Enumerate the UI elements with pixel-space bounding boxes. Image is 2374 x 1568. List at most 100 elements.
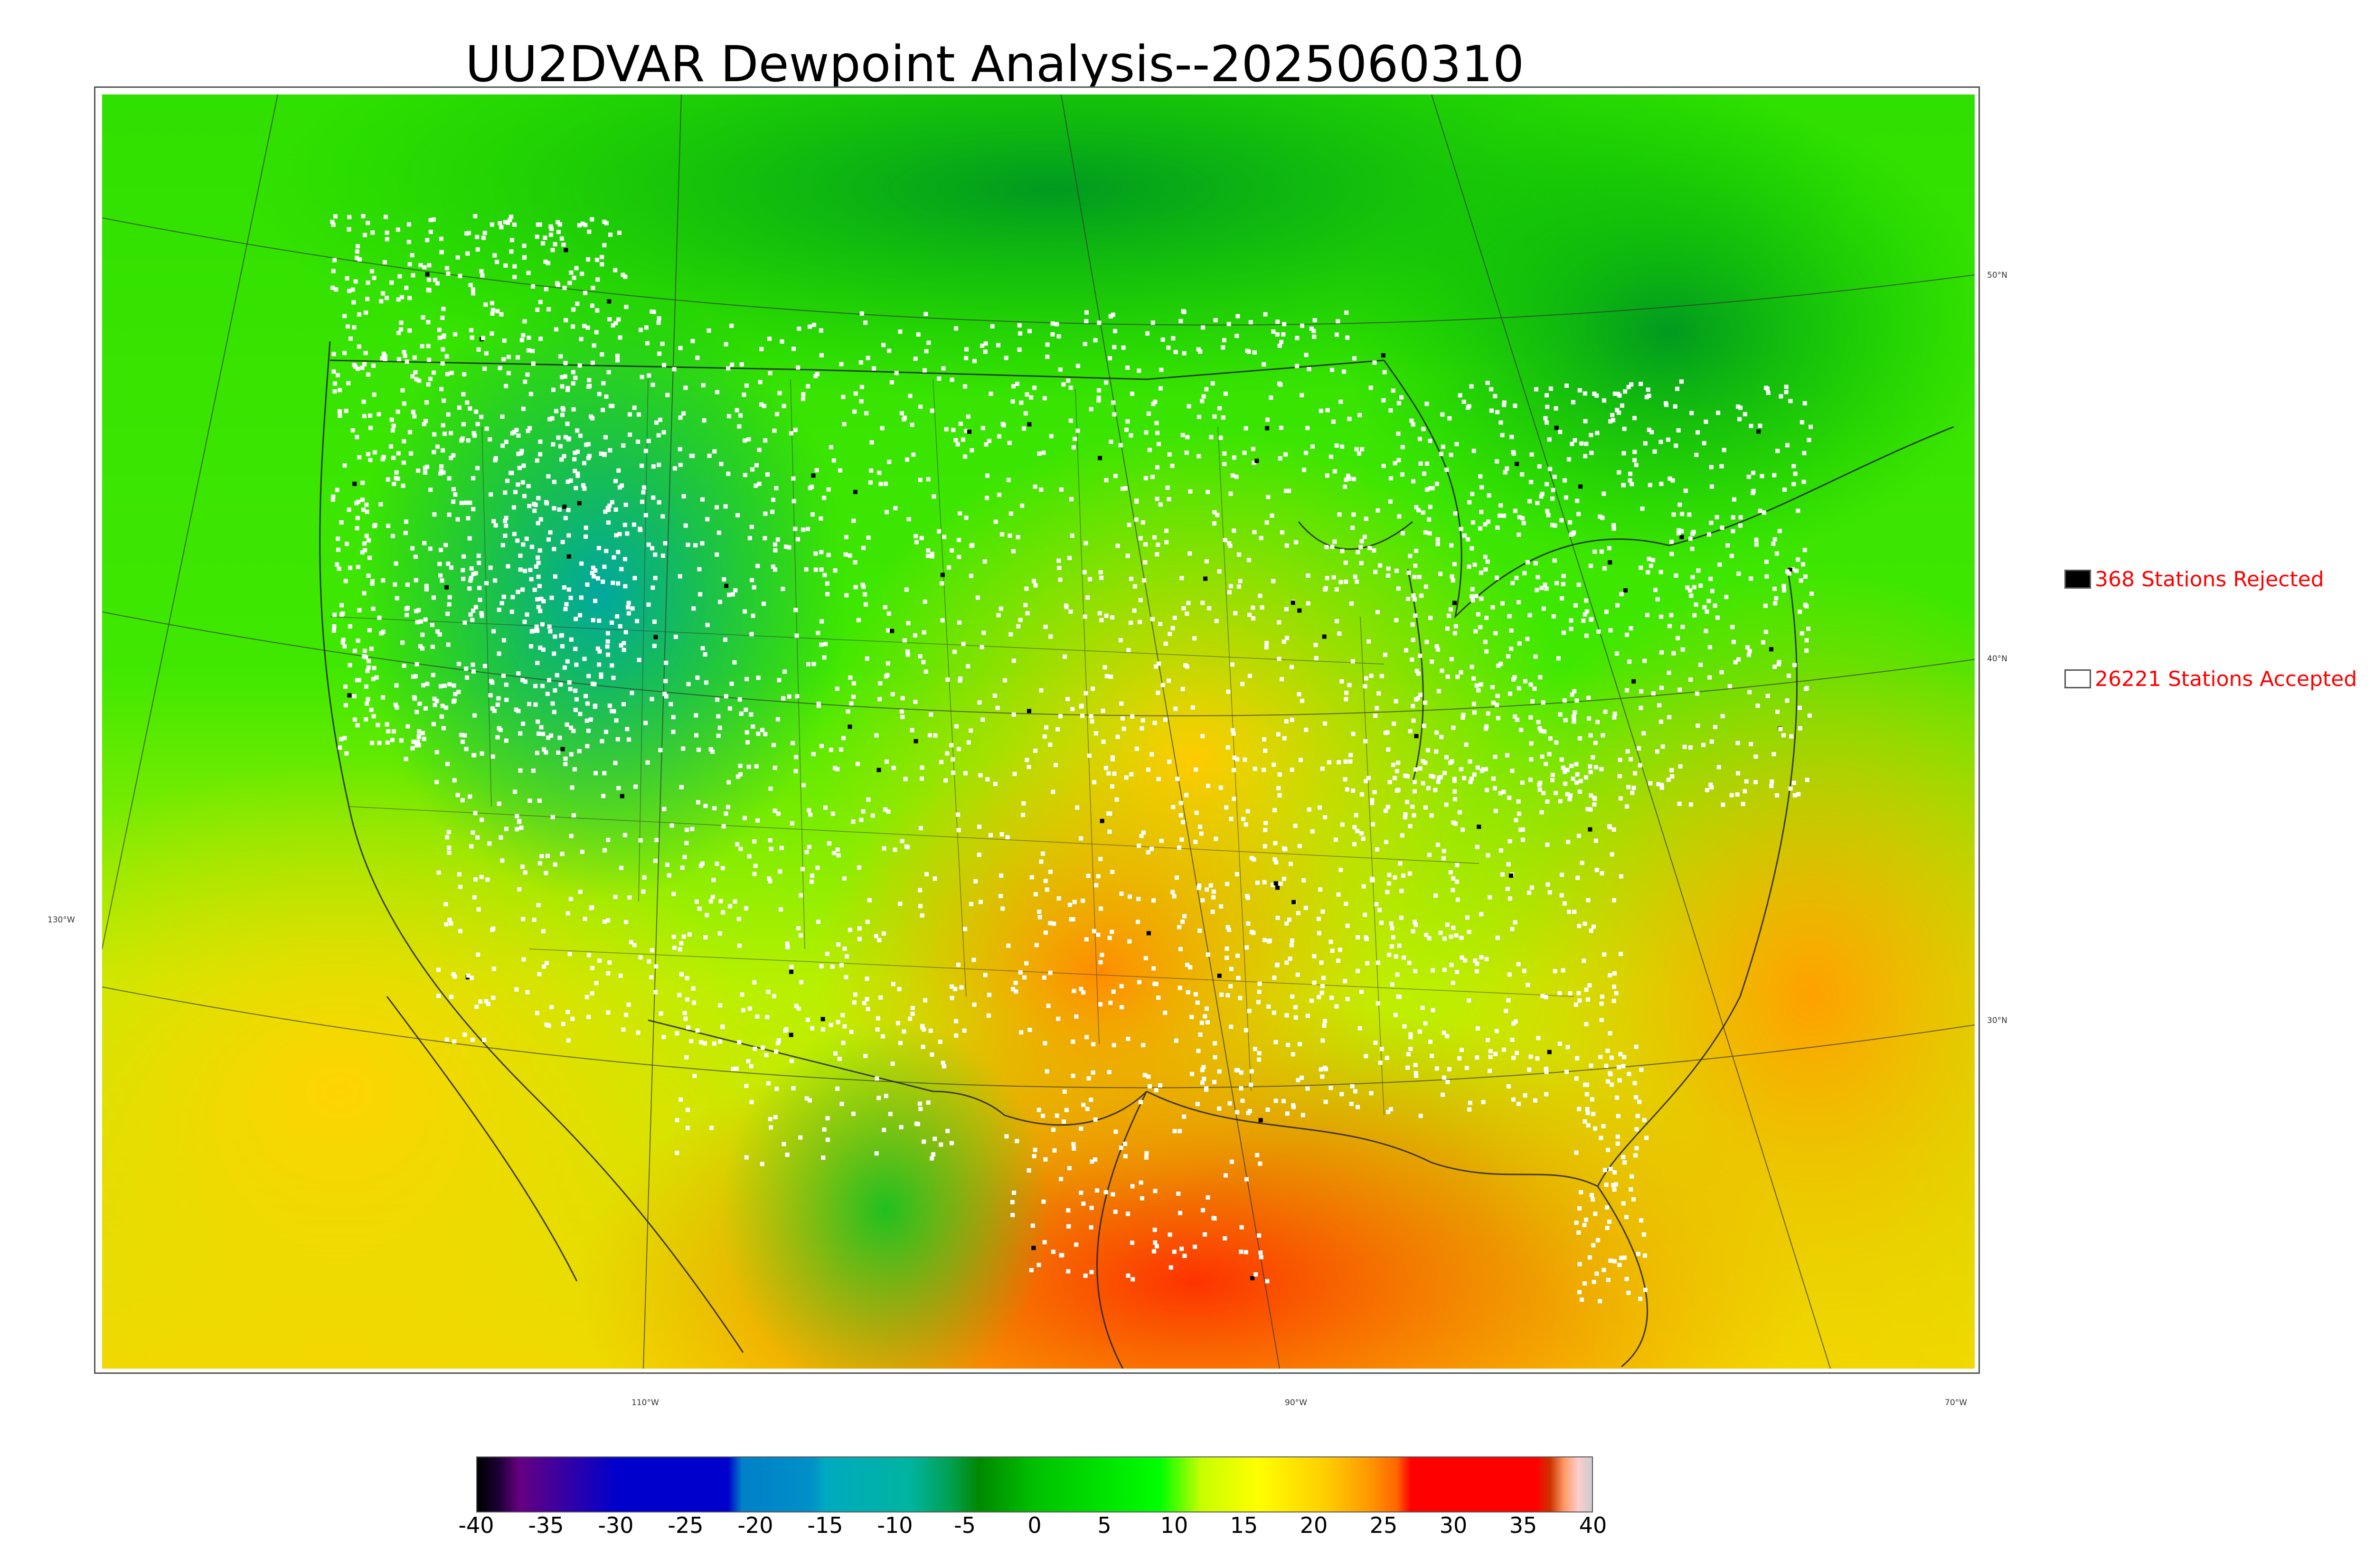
station-marker	[678, 574, 682, 579]
station-marker	[1143, 476, 1148, 480]
station-marker	[841, 736, 846, 741]
station-marker	[1087, 753, 1092, 758]
station-marker	[531, 361, 536, 366]
station-marker	[1071, 1039, 1075, 1044]
station-marker	[859, 385, 864, 389]
station-marker	[1422, 471, 1426, 476]
station-marker	[1099, 575, 1104, 580]
station-marker	[500, 543, 505, 547]
station-marker	[404, 519, 408, 524]
station-marker	[852, 409, 857, 414]
station-marker	[365, 701, 369, 706]
station-marker	[431, 673, 435, 677]
station-marker	[1493, 754, 1498, 759]
station-marker	[1011, 987, 1016, 992]
station-marker	[490, 311, 495, 316]
station-marker	[739, 711, 744, 716]
station-marker	[487, 841, 492, 846]
station-marker	[1639, 382, 1643, 386]
station-marker	[1441, 1031, 1446, 1035]
station-marker	[1212, 521, 1216, 526]
station-marker	[672, 367, 677, 372]
station-marker	[1562, 698, 1567, 703]
station-marker	[1043, 624, 1048, 629]
station-marker	[618, 335, 622, 340]
colorbar-tick-label: 25	[1369, 1512, 1398, 1538]
station-marker	[497, 651, 501, 656]
station-marker	[462, 554, 466, 559]
station-marker	[1720, 526, 1724, 530]
station-marker	[836, 853, 841, 858]
station-marker	[1509, 647, 1514, 651]
station-marker	[945, 1128, 950, 1133]
station-marker	[720, 1024, 725, 1029]
station-marker	[1500, 872, 1505, 877]
station-marker	[841, 1041, 846, 1045]
station-marker	[532, 588, 537, 592]
station-marker	[745, 740, 750, 745]
station-marker	[826, 487, 831, 492]
station-marker	[1248, 320, 1253, 325]
station-marker	[421, 683, 426, 687]
station-marker	[1001, 423, 1006, 428]
station-marker	[683, 385, 688, 390]
station-marker	[1561, 968, 1565, 973]
station-marker	[807, 808, 811, 813]
station-marker	[1206, 784, 1210, 788]
station-marker	[1275, 319, 1280, 324]
station-marker	[650, 546, 655, 551]
station-marker	[1736, 657, 1741, 662]
station-marker	[1119, 984, 1124, 988]
station-marker	[1253, 767, 1257, 771]
station-marker	[1647, 427, 1651, 432]
lon-label-90w: 90°W	[1285, 1398, 1307, 1408]
station-marker	[336, 547, 340, 552]
station-marker	[898, 901, 903, 906]
station-marker	[1751, 470, 1755, 475]
station-marker	[1347, 476, 1352, 481]
station-marker	[485, 877, 490, 882]
station-marker	[503, 518, 508, 523]
station-marker	[1330, 948, 1335, 953]
station-marker	[747, 536, 752, 540]
station-marker	[843, 552, 848, 557]
station-marker	[1295, 364, 1299, 368]
station-marker	[1330, 545, 1335, 549]
station-marker	[1051, 1127, 1055, 1132]
station-marker	[1488, 1069, 1492, 1073]
station-marker	[584, 694, 588, 698]
station-marker	[366, 221, 370, 225]
station-marker	[1278, 882, 1283, 886]
station-marker	[1351, 512, 1356, 517]
station-marker	[683, 523, 688, 528]
station-marker	[402, 439, 406, 443]
station-marker	[1705, 788, 1709, 792]
station-marker	[571, 370, 575, 375]
station-marker	[1458, 393, 1462, 398]
station-marker	[1808, 713, 1812, 718]
station-marker	[1227, 590, 1232, 594]
dewpoint-map[interactable]	[94, 86, 1980, 1374]
station-marker	[651, 464, 656, 469]
station-marker	[584, 995, 589, 999]
station-marker	[1084, 1035, 1089, 1040]
station-marker	[1444, 802, 1449, 807]
station-marker	[1320, 984, 1325, 988]
station-marker	[1477, 825, 1481, 829]
station-marker	[980, 717, 985, 722]
station-marker	[1398, 861, 1403, 866]
station-marker	[539, 597, 544, 601]
station-marker	[516, 451, 521, 456]
station-marker	[447, 845, 452, 850]
station-marker	[1646, 570, 1650, 574]
station-marker	[1316, 917, 1321, 921]
station-marker	[1017, 323, 1022, 328]
station-marker	[597, 958, 602, 963]
station-marker	[421, 315, 425, 320]
station-marker	[1657, 703, 1662, 708]
station-marker	[1644, 395, 1649, 400]
station-marker	[671, 934, 676, 939]
station-marker	[604, 394, 609, 399]
station-marker	[556, 220, 560, 225]
station-marker	[574, 266, 579, 271]
